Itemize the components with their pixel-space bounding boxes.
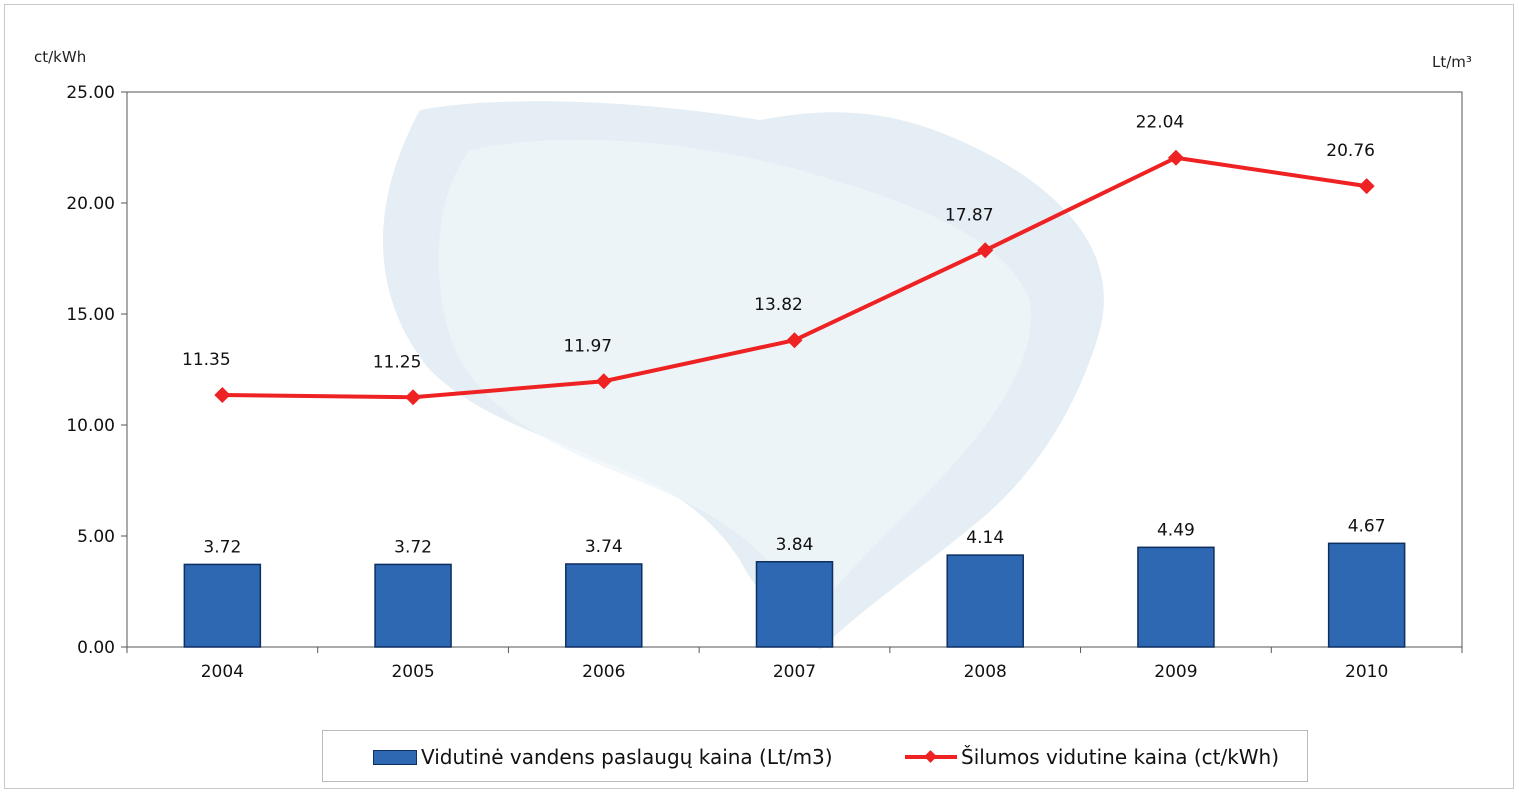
- y-tick-label: 20.00: [66, 194, 115, 214]
- y-tick-label: 5.00: [77, 527, 115, 547]
- legend-bar-swatch: [373, 749, 417, 765]
- line-value-label: 11.25: [373, 352, 422, 372]
- bar: [1137, 546, 1215, 648]
- line-value-label: 17.87: [945, 205, 994, 225]
- x-tick-label: 2005: [391, 662, 434, 682]
- line-point-marker: [1167, 149, 1184, 166]
- y-axis-left-unit: ct/kWh: [34, 48, 87, 66]
- chart-frame: [4, 4, 1514, 789]
- line-value-label: 11.35: [182, 350, 231, 370]
- y-tick-label: 0.00: [77, 638, 115, 658]
- x-tick-label: 2010: [1345, 662, 1388, 682]
- legend-line-swatch: [905, 750, 957, 764]
- bar-value-label: 4.49: [1157, 520, 1195, 540]
- y-tick-label: 25.00: [66, 83, 115, 103]
- bar: [755, 561, 834, 648]
- legend-label-water: Vidutinė vandens paslaugų kaina (Lt/m3): [421, 745, 833, 769]
- bar: [183, 563, 262, 648]
- y-tick-label: 15.00: [66, 305, 115, 325]
- x-tick-label: 2008: [964, 662, 1007, 682]
- bar: [565, 563, 643, 648]
- legend-item-water: Vidutinė vandens paslaugų kaina (Lt/m3): [373, 731, 833, 783]
- x-tick-label: 2006: [582, 662, 625, 682]
- bar: [1327, 542, 1406, 648]
- bar-value-label: 4.14: [966, 528, 1004, 548]
- line-value-label: 22.04: [1136, 113, 1185, 133]
- bar-value-label: 3.84: [776, 535, 814, 555]
- legend-item-heat: Šilumos vidutine kaina (ct/kWh): [905, 731, 1279, 783]
- line-point-marker: [1358, 178, 1375, 195]
- line-value-label: 13.82: [754, 295, 803, 315]
- bar-value-label: 3.74: [585, 537, 623, 557]
- line-point-marker: [786, 332, 803, 349]
- line-point-marker: [977, 242, 994, 259]
- bar: [946, 554, 1024, 648]
- bar-value-label: 3.72: [203, 537, 241, 557]
- legend-label-heat: Šilumos vidutine kaina (ct/kWh): [961, 745, 1280, 769]
- bar-value-label: 3.72: [394, 537, 432, 557]
- bar: [374, 563, 452, 648]
- x-tick-label: 2007: [773, 662, 816, 682]
- x-tick-label: 2004: [201, 662, 244, 682]
- bar-value-label: 4.67: [1348, 516, 1386, 536]
- y-axis-right-unit: Lt/m³: [1432, 53, 1472, 71]
- y-tick-label: 10.00: [66, 416, 115, 436]
- water-splash-highlight: [438, 139, 1032, 620]
- line-point-marker: [595, 373, 612, 390]
- line-point-marker: [214, 387, 231, 404]
- legend: Vidutinė vandens paslaugų kaina (Lt/m3) …: [322, 730, 1308, 782]
- x-tick-label: 2009: [1154, 662, 1197, 682]
- line-value-label: 20.76: [1326, 141, 1375, 161]
- line-value-label: 11.97: [563, 336, 612, 356]
- line-point-marker: [405, 389, 422, 406]
